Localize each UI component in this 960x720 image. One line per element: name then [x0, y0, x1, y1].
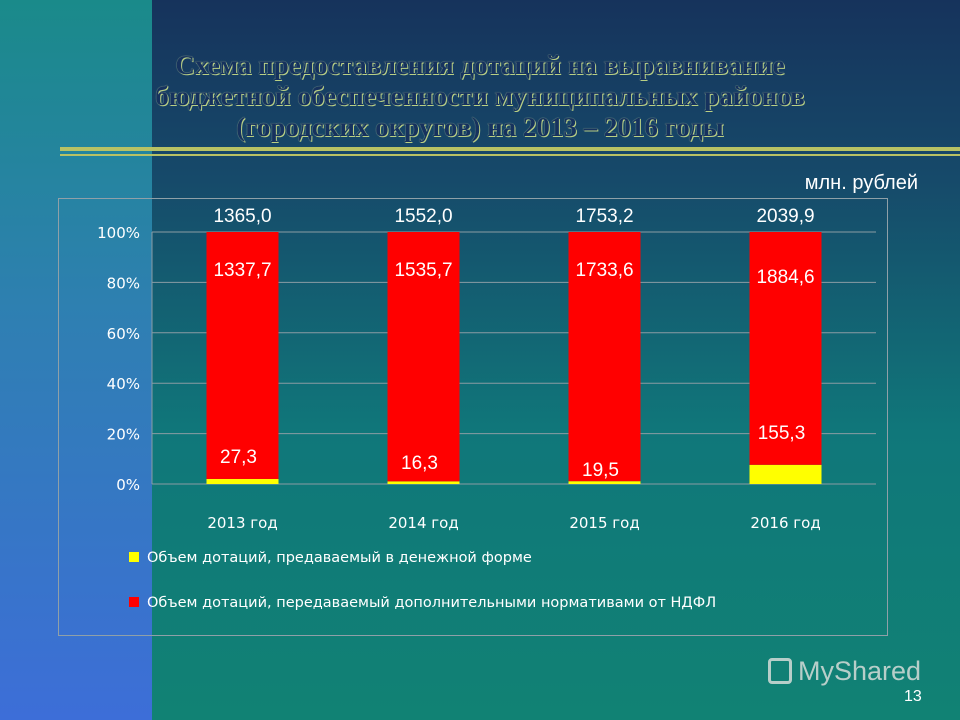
title-underline-thin [60, 154, 960, 156]
slide-title: Схема предоставления дотаций на выравнив… [60, 50, 900, 143]
bar-segment-cash [749, 464, 822, 484]
title-underline [60, 147, 960, 151]
bar-segment-ndfl [749, 232, 822, 465]
y-tick-label: 80% [107, 274, 140, 292]
unit-label: млн. рублей [804, 172, 918, 194]
legend-swatch [129, 552, 139, 562]
data-label-ndfl: 1535,7 [394, 260, 452, 281]
bar-segment-cash [387, 481, 460, 484]
bar-segment-cash [206, 478, 279, 484]
y-tick-label: 40% [107, 375, 140, 393]
title-line: (городских округов) на 2013 – 2016 годы [236, 112, 724, 142]
data-label-cash: 16,3 [401, 453, 438, 474]
slide-background-main [152, 0, 960, 720]
legend-label: Объем дотаций, предаваемый в денежной фо… [147, 550, 532, 566]
total-label: 1365,0 [213, 206, 271, 227]
y-tick-label: 20% [107, 426, 140, 444]
data-label-ndfl: 1337,7 [213, 260, 271, 281]
total-label: 1753,2 [575, 206, 633, 227]
bar-segment-cash [568, 481, 641, 484]
total-label: 2039,9 [756, 206, 814, 227]
bar-segment-ndfl [387, 232, 460, 482]
myshared-logo: MyShared [768, 656, 921, 687]
bar-segment-ndfl [568, 232, 641, 482]
page-number: 13 [904, 688, 922, 705]
y-tick-label: 100% [97, 224, 140, 242]
y-tick-label: 60% [107, 325, 140, 343]
data-label-cash: 27,3 [220, 447, 257, 468]
slide-background-left [0, 0, 152, 720]
logo-text: MyShared [798, 656, 922, 686]
title-line: бюджетной обеспеченности муниципальных р… [155, 81, 805, 111]
legend-label: Объем дотаций, передаваемый дополнительн… [147, 595, 716, 611]
title-line: Схема предоставления дотаций на выравнив… [175, 50, 785, 80]
x-tick-label: 2014 год [388, 514, 458, 532]
x-tick-label: 2015 год [569, 514, 639, 532]
data-label-ndfl: 1733,6 [575, 260, 633, 281]
x-tick-label: 2016 год [750, 514, 820, 532]
legend-swatch [129, 597, 139, 607]
data-label-cash: 19,5 [582, 460, 619, 481]
x-tick-label: 2013 год [207, 514, 277, 532]
data-label-cash: 155,3 [758, 423, 806, 444]
data-label-ndfl: 1884,6 [756, 267, 814, 288]
bar-segment-ndfl [206, 232, 279, 479]
total-label: 1552,0 [394, 206, 452, 227]
logo-icon [768, 658, 792, 684]
chart-frame [58, 198, 888, 636]
y-tick-label: 0% [116, 476, 140, 494]
